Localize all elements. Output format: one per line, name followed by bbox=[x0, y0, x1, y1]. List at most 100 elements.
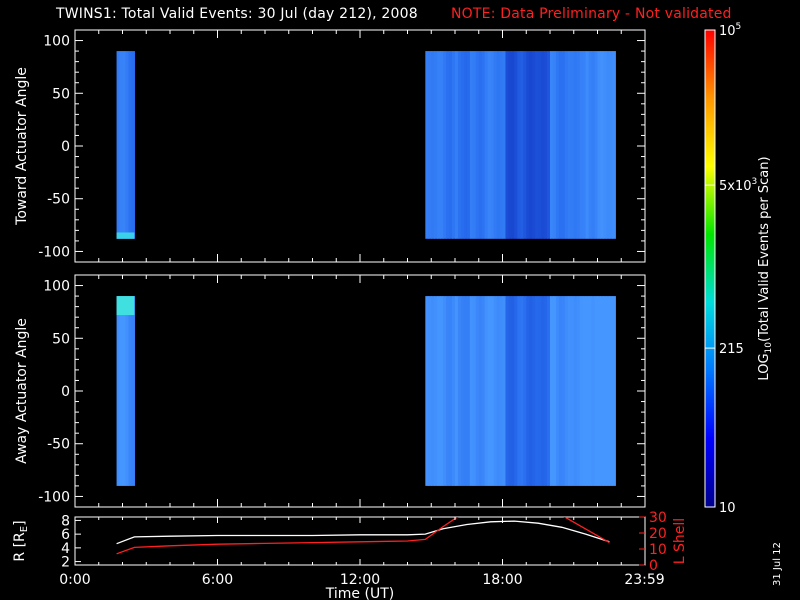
heatmap-cell bbox=[552, 51, 557, 239]
heatmap-cell bbox=[555, 51, 560, 239]
heatmap-cell bbox=[493, 51, 498, 239]
heatmap-cell bbox=[588, 296, 593, 486]
heatmap-cell bbox=[437, 51, 441, 239]
lshell-tick-label: 0 bbox=[649, 558, 658, 574]
r-axis-label: R [RE] bbox=[12, 520, 30, 561]
heatmap-cell bbox=[449, 296, 453, 486]
heatmap-cell bbox=[538, 296, 542, 486]
heatmap-cell bbox=[567, 296, 572, 486]
heatmap-cell bbox=[469, 296, 474, 486]
heatmap-cell bbox=[472, 296, 477, 486]
heatmap-cell bbox=[446, 51, 450, 239]
x-axis-label: Time (UT) bbox=[325, 586, 394, 600]
heatmap-cell bbox=[529, 296, 533, 486]
heatmap-cell bbox=[116, 296, 121, 486]
heatmap-cell bbox=[529, 51, 533, 239]
heatmap-cell bbox=[594, 296, 599, 486]
heatmap-cell bbox=[552, 296, 557, 486]
heatmap-cell bbox=[564, 296, 569, 486]
heatmap-cell bbox=[526, 296, 530, 486]
heatmap-cell bbox=[449, 51, 453, 239]
heatmap-cell bbox=[131, 51, 135, 239]
colorbar-tick-label: 5x103 bbox=[719, 177, 757, 194]
heatmap-cell bbox=[125, 51, 130, 239]
heatmap-cell bbox=[561, 51, 566, 239]
r-tick-label: 4 bbox=[61, 541, 70, 557]
heatmap-cell bbox=[573, 51, 578, 239]
heatmap-cell bbox=[128, 51, 133, 239]
heatmap-cell bbox=[597, 296, 602, 486]
heatmap-cell bbox=[582, 51, 587, 239]
colorbar-tick-exponent: 5 bbox=[736, 22, 742, 32]
heatmap-cell bbox=[457, 296, 462, 486]
heatmap-cell bbox=[116, 296, 135, 316]
heatmap-cell bbox=[532, 51, 536, 239]
heatmap-cell bbox=[116, 232, 135, 239]
heatmap-cell bbox=[600, 296, 605, 486]
x-tick-label: 23:59 bbox=[624, 572, 664, 588]
heatmap-cell bbox=[508, 51, 513, 239]
heatmap-cell bbox=[472, 51, 477, 239]
heatmap-cell bbox=[564, 51, 569, 239]
heatmap-cell bbox=[475, 51, 480, 239]
heatmap-cell bbox=[493, 296, 498, 486]
heatmap-cell bbox=[550, 51, 554, 239]
heatmap-cell bbox=[481, 296, 486, 486]
heatmap-cell bbox=[576, 296, 581, 486]
heatmap-cell bbox=[582, 296, 587, 486]
heatmap-cell bbox=[520, 51, 524, 239]
y-tick-label: -50 bbox=[47, 192, 70, 208]
heatmap-cell bbox=[460, 296, 465, 486]
heatmap-cell bbox=[496, 296, 501, 486]
heatmap-cell bbox=[490, 51, 495, 239]
heatmap-cell bbox=[505, 296, 510, 486]
heatmap-cell bbox=[561, 296, 566, 486]
heatmap-cell bbox=[550, 296, 554, 486]
heatmap-cell bbox=[547, 51, 551, 239]
heatmap-cell bbox=[505, 51, 510, 239]
heatmap-cell bbox=[478, 296, 483, 486]
lshell-tick-label: 10 bbox=[649, 542, 667, 558]
heatmap-cell bbox=[517, 51, 521, 239]
heatmap-cell bbox=[570, 296, 575, 486]
heatmap-cell bbox=[585, 51, 590, 239]
heatmap-cell bbox=[576, 51, 581, 239]
heatmap-cell bbox=[558, 51, 563, 239]
heatmap-cell bbox=[119, 51, 124, 239]
heatmap-cell bbox=[428, 296, 432, 486]
r-series-line bbox=[116, 520, 610, 545]
heatmap-cell bbox=[431, 296, 435, 486]
heatmap-cell bbox=[579, 296, 584, 486]
colorbar-tick-exponent: 3 bbox=[752, 177, 758, 187]
heatmap-cell bbox=[484, 51, 489, 239]
y-tick-label: 50 bbox=[52, 331, 70, 347]
heatmap-cell bbox=[428, 51, 432, 239]
heatmap-cell bbox=[558, 296, 563, 486]
colorbar-tick-label: 105 bbox=[719, 22, 741, 39]
heatmap-panel-toward bbox=[116, 51, 616, 239]
heatmap-cell bbox=[499, 296, 504, 486]
heatmap-cell bbox=[463, 296, 468, 486]
heatmap-cell bbox=[119, 296, 124, 486]
heatmap-cell bbox=[499, 51, 504, 239]
heatmap-cell bbox=[452, 51, 456, 239]
heatmap-cell bbox=[532, 296, 536, 486]
heatmap-cell bbox=[484, 296, 489, 486]
heatmap-cell bbox=[511, 51, 515, 239]
heatmap-cell bbox=[541, 296, 545, 486]
heatmap-cell bbox=[443, 51, 447, 239]
heatmap-cell bbox=[466, 51, 471, 239]
heatmap-cell bbox=[514, 296, 518, 486]
colorbar-label-rest: (Total Valid Events per Scan) bbox=[757, 156, 772, 342]
heatmap-cell bbox=[478, 51, 483, 239]
heatmap-cell bbox=[555, 296, 560, 486]
heatmap-cell bbox=[502, 51, 507, 239]
heatmap-cell bbox=[591, 296, 596, 486]
y-tick-label: 50 bbox=[52, 86, 70, 102]
heatmap-cell bbox=[443, 296, 447, 486]
heatmap-cell bbox=[570, 51, 575, 239]
heatmap-cell bbox=[573, 296, 578, 486]
heatmap-cell bbox=[487, 296, 492, 486]
r-axis-label-end: ] bbox=[12, 520, 28, 525]
